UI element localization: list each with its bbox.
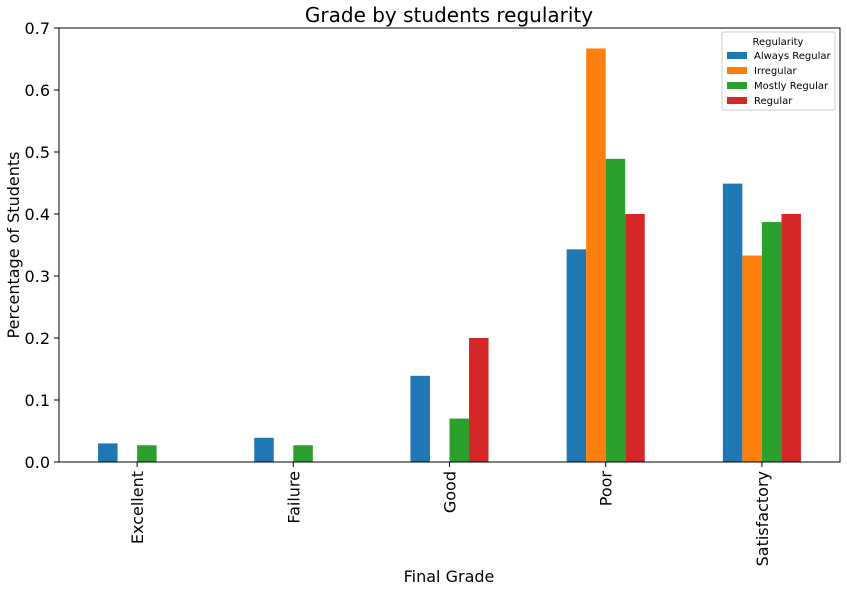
bar-satisfactory-always-regular [722,183,743,462]
legend-swatch [727,97,747,104]
x-axis-label: Final Grade [404,567,495,586]
x-tick-label: Good [441,471,460,513]
bar-good-always-regular [410,375,430,462]
y-tick-label: 0.6 [25,81,50,100]
legend-entry-label: Regular [754,96,793,107]
x-tick-label: Satisfactory [753,471,772,566]
legend-swatch [727,67,747,74]
bar-poor-always-regular [566,249,587,462]
bar-good-mostly-regular [449,418,470,462]
legend-swatch [727,52,747,59]
y-tick-label: 0.0 [25,453,50,472]
bar-poor-irregular [586,48,606,463]
bar-excellent-mostly-regular [137,445,157,462]
bars-group [98,48,801,463]
legend-box [721,31,836,111]
legend-swatch [727,82,747,89]
bar-failure-always-regular [254,437,274,462]
y-axis-label: Percentage of Students [4,152,23,339]
x-tick-label: Failure [284,471,303,524]
bar-failure-mostly-regular [293,445,313,462]
bar-satisfactory-regular [781,214,801,462]
legend-entry-label: Mostly Regular [754,81,829,92]
y-tick-label: 0.3 [25,267,50,286]
y-tick-label: 0.4 [25,205,50,224]
legend-entry-label: Always Regular [754,51,831,62]
y-tick-label: 0.5 [25,143,50,162]
bar-satisfactory-mostly-regular [761,222,782,462]
bar-satisfactory-irregular [742,255,762,462]
bar-poor-mostly-regular [605,158,626,462]
bar-poor-regular [625,214,645,462]
y-tick-label: 0.7 [25,19,50,38]
y-tick-label: 0.1 [25,391,50,410]
legend: Regularity Always Regular Irregular Mostly… [721,31,836,111]
bar-excellent-always-regular [98,443,118,462]
x-tick-label: Poor [597,471,616,507]
y-axis: 0.0 0.1 0.2 0.3 0.4 0.5 0.6 0.7 [25,19,59,472]
y-tick-label: 0.2 [25,329,50,348]
bar-good-regular [469,338,489,462]
legend-title: Regularity [753,37,804,48]
x-axis: Excellent Failure Good Poor Satisfactory [128,462,772,566]
chart-title: Grade by students regularity [305,3,593,27]
legend-entry-label: Irregular [754,66,798,77]
x-tick-label: Excellent [128,471,147,544]
